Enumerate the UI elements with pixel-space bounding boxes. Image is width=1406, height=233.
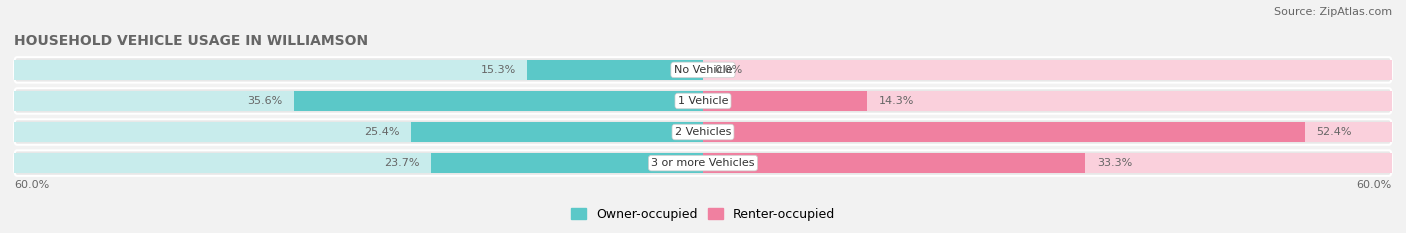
Text: 23.7%: 23.7% — [384, 158, 419, 168]
Text: 25.4%: 25.4% — [364, 127, 399, 137]
Text: 2 Vehicles: 2 Vehicles — [675, 127, 731, 137]
Text: 14.3%: 14.3% — [879, 96, 914, 106]
Bar — [14, 122, 703, 142]
Bar — [703, 154, 1392, 173]
Text: 52.4%: 52.4% — [1316, 127, 1351, 137]
FancyBboxPatch shape — [14, 57, 1392, 83]
Text: 15.3%: 15.3% — [481, 65, 516, 75]
Text: 1 Vehicle: 1 Vehicle — [678, 96, 728, 106]
Text: 33.3%: 33.3% — [1097, 158, 1132, 168]
Bar — [412, 122, 703, 142]
FancyBboxPatch shape — [14, 88, 1392, 114]
Legend: Owner-occupied, Renter-occupied: Owner-occupied, Renter-occupied — [571, 208, 835, 221]
Text: 0.0%: 0.0% — [714, 65, 742, 75]
Bar — [703, 122, 1305, 142]
Bar — [294, 91, 703, 111]
Bar — [703, 154, 1085, 173]
Bar — [14, 60, 703, 79]
Bar — [14, 91, 703, 111]
Text: HOUSEHOLD VEHICLE USAGE IN WILLIAMSON: HOUSEHOLD VEHICLE USAGE IN WILLIAMSON — [14, 34, 368, 48]
Text: Source: ZipAtlas.com: Source: ZipAtlas.com — [1274, 7, 1392, 17]
Bar — [14, 154, 703, 173]
FancyBboxPatch shape — [14, 150, 1392, 176]
Text: 60.0%: 60.0% — [1357, 180, 1392, 190]
Bar — [703, 91, 868, 111]
Bar — [703, 60, 1392, 79]
Bar — [703, 91, 1392, 111]
Text: No Vehicle: No Vehicle — [673, 65, 733, 75]
Bar — [430, 154, 703, 173]
Text: 60.0%: 60.0% — [14, 180, 49, 190]
FancyBboxPatch shape — [14, 119, 1392, 145]
Text: 3 or more Vehicles: 3 or more Vehicles — [651, 158, 755, 168]
Text: 35.6%: 35.6% — [247, 96, 283, 106]
Bar — [527, 60, 703, 79]
Bar — [703, 122, 1392, 142]
